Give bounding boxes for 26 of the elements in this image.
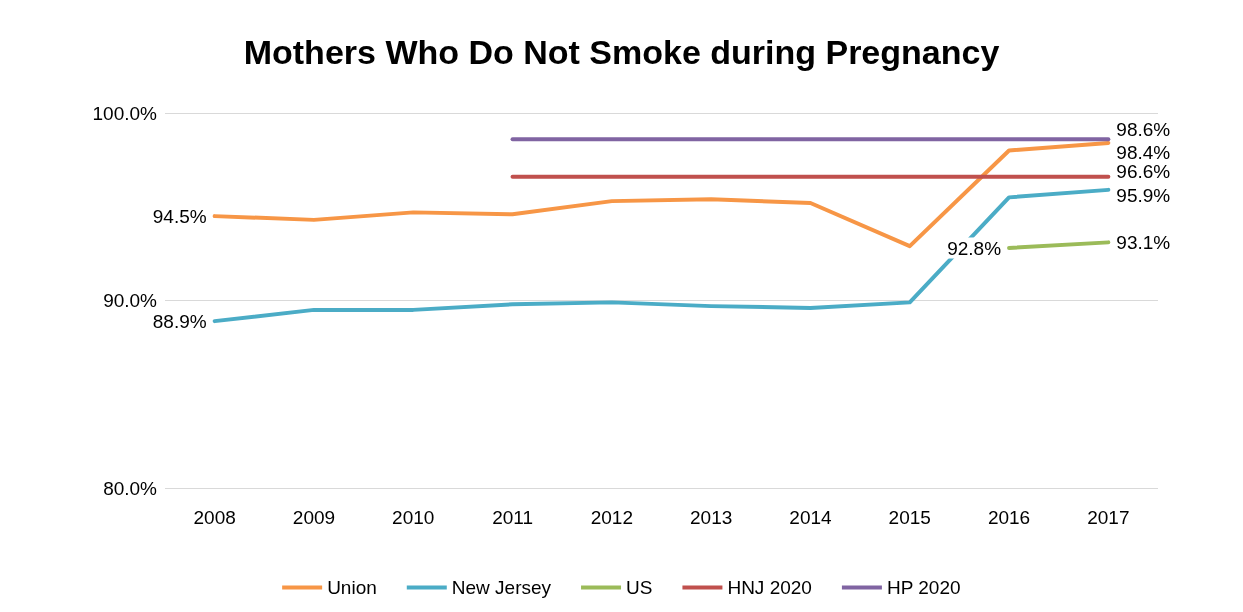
x-tick-label: 2010	[392, 507, 435, 528]
x-tick-label: 2011	[492, 507, 533, 528]
x-tick-label: 2013	[690, 507, 733, 528]
legend-label: New Jersey	[451, 577, 552, 598]
x-tick-label: 2014	[789, 507, 833, 528]
y-tick-label: 80.0%	[103, 477, 158, 499]
data-label: 98.6%	[1116, 118, 1171, 140]
x-tick-label: 2016	[987, 507, 1031, 528]
data-label: 92.8%	[947, 237, 1002, 259]
x-tick-label: 2017	[1087, 507, 1130, 528]
legend-label: HNJ 2020	[727, 577, 812, 598]
x-tick-label: 2008	[193, 507, 236, 528]
x-tick-label: 2012	[590, 507, 633, 528]
data-label: 94.5%	[152, 205, 207, 227]
legend-label: HP 2020	[886, 577, 961, 598]
line-series	[212, 187, 1111, 324]
y-tick-label: 90.0%	[103, 290, 158, 311]
y-tick-label: 100.0%	[92, 102, 158, 124]
x-tick-label: 2009	[292, 507, 336, 528]
chart-title: Mothers Who Do Not Smoke during Pregnancy	[243, 33, 1000, 71]
data-label: 93.1%	[1116, 231, 1171, 253]
data-label: 95.9%	[1116, 184, 1171, 206]
data-label: 88.9%	[152, 310, 207, 332]
x-tick-label: 2015	[888, 507, 931, 528]
legend-label: Union	[327, 577, 377, 598]
legend-label: US	[626, 577, 653, 598]
